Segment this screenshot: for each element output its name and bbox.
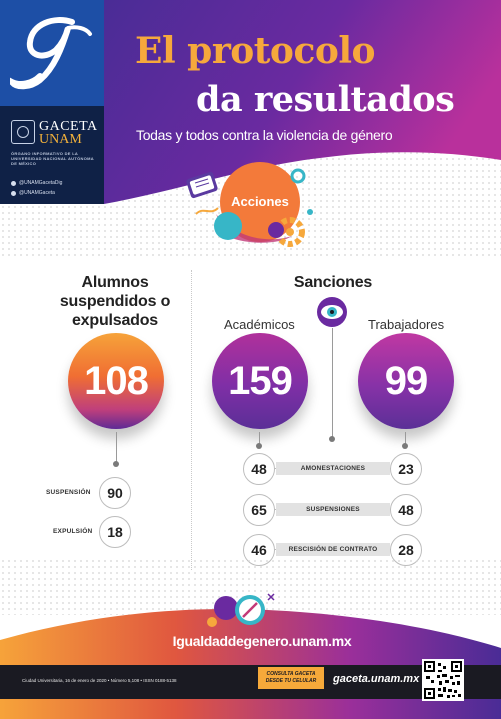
expulsion-value: 18 bbox=[99, 516, 131, 548]
academicos-total-circle: 159 bbox=[212, 333, 308, 429]
sanciones-center-dot bbox=[329, 436, 335, 442]
suspensiones-label: SUSPENSIONES bbox=[276, 503, 390, 516]
compass-icon bbox=[207, 593, 275, 627]
brand-org: UNAM bbox=[39, 132, 82, 147]
footer-url[interactable]: Igualdaddegenero.unam.mx bbox=[172, 633, 352, 649]
trabajadores-connector bbox=[405, 432, 406, 446]
academicos-connector-dot bbox=[256, 443, 262, 449]
footer-meta: Ciudad Universitaria, 16 de enero de 202… bbox=[22, 678, 177, 683]
small-gear-icon bbox=[290, 168, 306, 184]
qr-code-graphic bbox=[424, 661, 462, 699]
amonestaciones-academicos: 48 bbox=[243, 453, 275, 485]
gaceta-logo bbox=[0, 0, 104, 106]
page-title-line-2: da resultados bbox=[196, 79, 455, 120]
suspensiones-trabajadores: 48 bbox=[390, 494, 422, 526]
facebook-handle[interactable]: @UNAMGaceta bbox=[11, 190, 55, 197]
twitter-icon bbox=[11, 181, 16, 186]
gear-icon bbox=[275, 217, 305, 247]
document-icon bbox=[186, 171, 218, 199]
amonestaciones-label: AMONESTACIONES bbox=[276, 462, 390, 475]
alumnos-connector-dot bbox=[113, 461, 119, 467]
academicos-connector bbox=[259, 432, 260, 446]
unam-crest-icon bbox=[11, 120, 35, 144]
brand-panel: GACETA UNAM ÓRGANO INFORMATIVO DE LA UNI… bbox=[0, 0, 104, 204]
suspension-label: SUSPENSIÓN bbox=[46, 489, 91, 496]
rescision-label: RESCISIÓN DE CONTRATO bbox=[276, 543, 390, 556]
twitter-handle-text: @UNAMGacetaDig bbox=[19, 180, 63, 186]
twitter-handle[interactable]: @UNAMGacetaDig bbox=[11, 180, 62, 187]
expulsion-label: EXPULSIÓN bbox=[53, 528, 93, 535]
trabajadores-label: Trabajadores bbox=[368, 317, 445, 332]
qr-code-icon[interactable] bbox=[422, 659, 464, 701]
suspensiones-academicos: 65 bbox=[243, 494, 275, 526]
academicos-label: Académicos bbox=[224, 317, 295, 332]
teal-bubble-icon bbox=[214, 212, 242, 240]
brand-name: GACETA bbox=[39, 119, 98, 134]
sanciones-center-connector bbox=[332, 328, 333, 438]
facebook-handle-text: @UNAMGaceta bbox=[19, 190, 55, 196]
alumnos-total-circle: 108 bbox=[68, 333, 164, 429]
brand-tagline: ÓRGANO INFORMATIVO DE LA UNIVERSIDAD NAC… bbox=[11, 151, 94, 166]
promo-line-1: CONSULTA GACETA bbox=[266, 671, 316, 677]
footer-bar bbox=[0, 665, 501, 699]
trabajadores-total-circle: 99 bbox=[358, 333, 454, 429]
alumnos-connector bbox=[116, 432, 117, 464]
facebook-icon bbox=[11, 191, 16, 196]
alumnos-title: Alumnos suspendidos o expulsados bbox=[59, 274, 171, 329]
gaceta-g-icon bbox=[10, 17, 92, 90]
acciones-badge-label: Acciones bbox=[231, 194, 289, 209]
acciones-illustration bbox=[186, 162, 313, 247]
trabajadores-connector-dot bbox=[402, 443, 408, 449]
promo-line-2: DESDE TU CELULAR bbox=[265, 678, 317, 684]
promo-badge: CONSULTA GACETA DESDE TU CELULAR bbox=[258, 667, 324, 689]
sanciones-title: Sanciones bbox=[293, 274, 373, 291]
amonestaciones-trabajadores: 23 bbox=[390, 453, 422, 485]
suspension-value: 90 bbox=[99, 477, 131, 509]
page-subtitle: Todas y todos contra la violencia de gén… bbox=[136, 127, 393, 143]
footer-site-link[interactable]: gaceta.unam.mx bbox=[333, 673, 420, 685]
page-title-line-1: El protocolo bbox=[135, 30, 376, 72]
eye-icon bbox=[317, 297, 347, 327]
column-divider bbox=[191, 270, 192, 570]
